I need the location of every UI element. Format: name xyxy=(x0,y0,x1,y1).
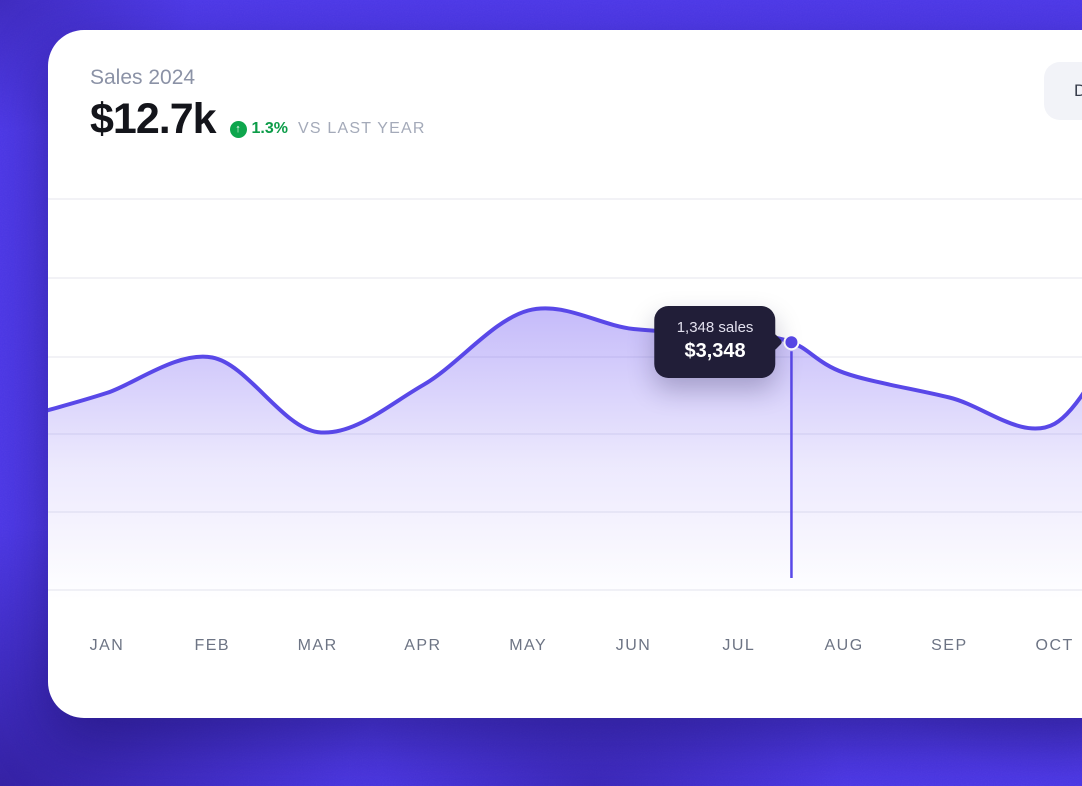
card-title: Sales 2024 xyxy=(90,66,196,89)
sales-card: Sales 2024 $12.7k ↑ 1.3% VS LAST YEAR D … xyxy=(48,30,1082,718)
area-fill xyxy=(48,308,1082,608)
x-axis-label: JUN xyxy=(615,637,652,654)
x-axis-label: MAR xyxy=(297,637,338,654)
highlight-point[interactable] xyxy=(783,334,800,351)
trend-up-icon: ↑ xyxy=(229,120,247,138)
x-axis-label: APR xyxy=(404,637,442,654)
x-axis-label: MAY xyxy=(509,637,548,654)
x-axis-label: JAN xyxy=(89,637,125,654)
change-badge: ↑ 1.3% xyxy=(229,120,288,141)
comparison-label: VS LAST YEAR xyxy=(298,120,426,137)
x-axis-label: FEB xyxy=(194,637,231,654)
sales-area-chart xyxy=(48,198,1082,608)
x-axis-label: SEP xyxy=(931,637,968,654)
chart-tooltip: 1,348 sales $3,348 xyxy=(654,306,776,379)
x-axis-label: OCT xyxy=(1035,637,1074,654)
card-header: Sales 2024 $12.7k ↑ 1.3% VS LAST YEAR xyxy=(90,66,426,141)
x-axis-label: AUG xyxy=(824,637,864,654)
change-percent: 1.3% xyxy=(251,120,288,137)
stats-row: $12.7k ↑ 1.3% VS LAST YEAR xyxy=(90,98,426,141)
tooltip-sales-value: $3,348 xyxy=(684,340,746,363)
total-sales-value: $12.7k xyxy=(90,95,217,143)
x-axis-label: JUL xyxy=(722,637,756,654)
tooltip-sales-count: 1,348 sales xyxy=(676,319,754,337)
action-button[interactable]: D xyxy=(1044,62,1082,120)
x-axis: JAN FEB MAR APR MAY JUN JUL AUG SEP OCT xyxy=(48,634,1082,658)
